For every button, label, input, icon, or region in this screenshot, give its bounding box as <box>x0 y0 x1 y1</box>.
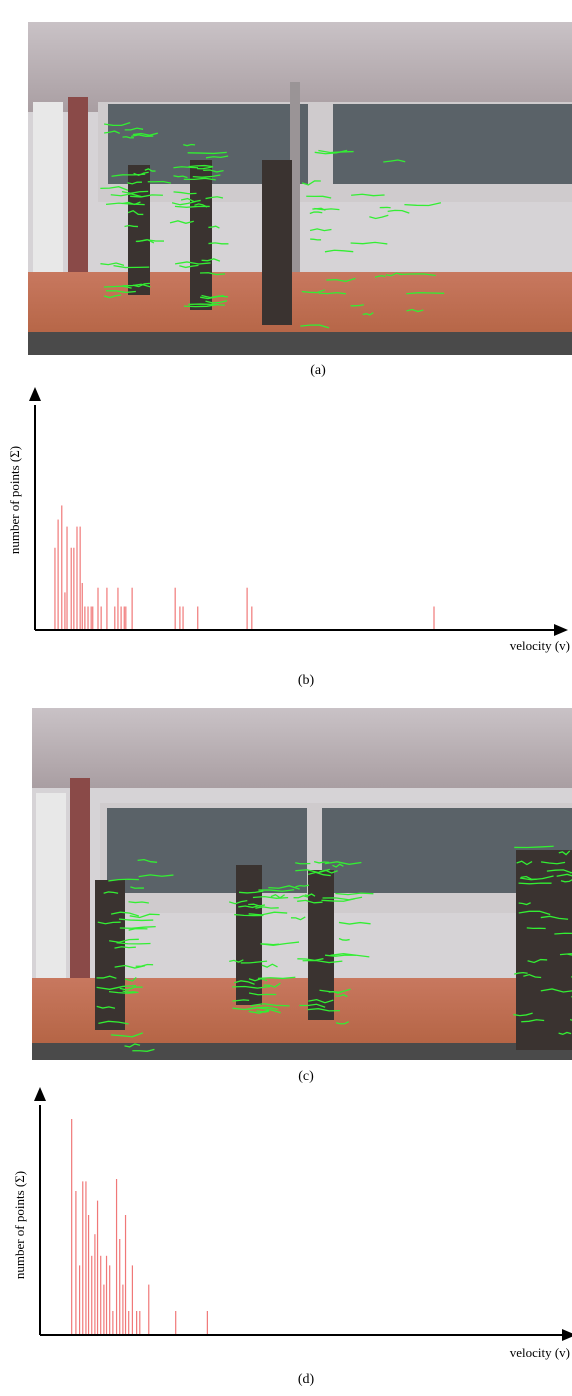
arrow <box>34 1087 46 1101</box>
x-axis-label: velocity (v) <box>510 638 570 653</box>
motion-track <box>339 922 371 924</box>
motion-track <box>519 883 552 884</box>
x-axis-label: velocity (v) <box>510 1345 570 1360</box>
motion-track <box>554 933 572 934</box>
motion-track <box>527 928 546 929</box>
arrow <box>554 624 568 636</box>
caption: (b) <box>298 673 315 688</box>
caption: (a) <box>310 363 326 378</box>
arrow <box>562 1329 572 1341</box>
motion-track <box>314 862 329 863</box>
motion-track <box>319 293 346 294</box>
y-axis-label: number of points (Σ) <box>7 446 22 554</box>
caption: (d) <box>298 1372 315 1387</box>
arrow <box>29 387 41 401</box>
y-axis-label: number of points (Σ) <box>12 1171 27 1279</box>
motion-track <box>314 209 339 210</box>
caption: (c) <box>298 1069 314 1084</box>
